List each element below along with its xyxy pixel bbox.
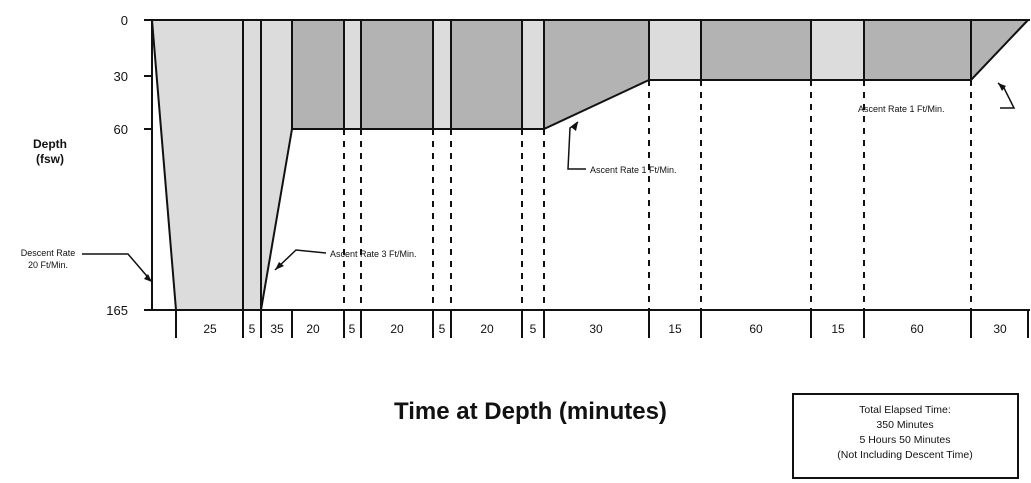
- depth-tick-30: 30: [114, 69, 128, 84]
- summary-line4: (Not Including Descent Time): [837, 449, 972, 461]
- air-fill-60-a: [344, 20, 361, 129]
- ascent-1-mid-arrowhead: [571, 122, 578, 131]
- depth-tick-165: 165: [106, 303, 128, 318]
- ascent-fill-165-60: [261, 20, 292, 310]
- stop-fill-165: [243, 20, 261, 310]
- summary-line2: 350 Minutes: [876, 419, 933, 431]
- segment-label: 20: [480, 322, 494, 336]
- ascent-fill-60-30: [544, 20, 649, 129]
- y-axis-title-line2: (fsw): [36, 152, 64, 166]
- dive-profile-line: [151, 19, 244, 311]
- annotation-ascent-1-end: Ascent Rate 1 Ft/Min.: [858, 82, 1016, 114]
- summary-box: Total Elapsed Time: 350 Minutes 5 Hours …: [792, 393, 1019, 479]
- ascent-rate-1-mid-label: Ascent Rate 1 Ft/Min.: [590, 165, 677, 175]
- segment-label: 20: [306, 322, 320, 336]
- segment-label: 5: [249, 322, 256, 336]
- o2-fill-30-b: [864, 20, 971, 80]
- summary-line1: Total Elapsed Time:: [859, 404, 951, 416]
- dashed-dividers: [343, 80, 972, 310]
- o2-fill-60-c: [451, 20, 522, 129]
- descent-fill: [152, 20, 243, 310]
- summary-box-border: [792, 393, 1019, 479]
- y-axis-title-line1: Depth: [33, 137, 67, 151]
- segment-label: 60: [910, 322, 924, 336]
- segment-label: 30: [589, 322, 603, 336]
- segment-label: 25: [203, 322, 217, 336]
- air-fill-60-b: [433, 20, 451, 129]
- x-axis-title: Time at Depth (minutes): [394, 398, 667, 425]
- segment-label: 35: [270, 322, 284, 336]
- segment-label: 20: [390, 322, 404, 336]
- segment-label: 15: [668, 322, 682, 336]
- segment-ticks: [175, 310, 1029, 338]
- segment-label: 5: [439, 322, 446, 336]
- summary-line3: 5 Hours 50 Minutes: [859, 434, 950, 446]
- descent-rate-label-line2: 20 Ft/Min.: [28, 260, 68, 270]
- air-fill-30-b: [811, 20, 864, 80]
- annotation-descent: Descent Rate 20 Ft/Min.: [21, 248, 153, 283]
- segment-labels: 25 5 35 20 5 20 5 20 5 30 15 60 15 60 30: [203, 322, 1007, 336]
- descent-arrowhead: [144, 274, 152, 282]
- segment-label: 5: [530, 322, 537, 336]
- descent-rate-label-line1: Descent Rate: [21, 248, 76, 258]
- segment-label: 5: [349, 322, 356, 336]
- axes: [144, 19, 1030, 311]
- ascent-1-end-arrowhead: [998, 83, 1006, 91]
- segment-label: 15: [831, 322, 845, 336]
- air-fill-60-c: [522, 20, 544, 129]
- ascent-rate-1-end-label: Ascent Rate 1 Ft/Min.: [858, 104, 945, 114]
- ascent-3-arrowhead: [275, 262, 284, 270]
- ascent-rate-3-label: Ascent Rate 3 Ft/Min.: [330, 249, 417, 259]
- profile-fills: [152, 20, 1028, 310]
- solid-dividers: [291, 20, 972, 129]
- o2-fill-60-a: [292, 20, 344, 129]
- annotation-ascent-3: Ascent Rate 3 Ft/Min.: [274, 249, 417, 271]
- depth-tick-0: 0: [121, 13, 128, 28]
- depth-tick-60: 60: [114, 122, 128, 137]
- segment-label: 30: [993, 322, 1007, 336]
- ascent-1-mid-arrow: [567, 121, 586, 170]
- o2-fill-30-a: [701, 20, 811, 80]
- air-fill-30-a: [649, 20, 701, 80]
- descent-arrow: [82, 253, 153, 283]
- o2-fill-60-b: [361, 20, 433, 129]
- ascent-3-arrow: [274, 249, 327, 271]
- segment-label: 60: [749, 322, 763, 336]
- annotation-ascent-1-mid: Ascent Rate 1 Ft/Min.: [567, 121, 677, 175]
